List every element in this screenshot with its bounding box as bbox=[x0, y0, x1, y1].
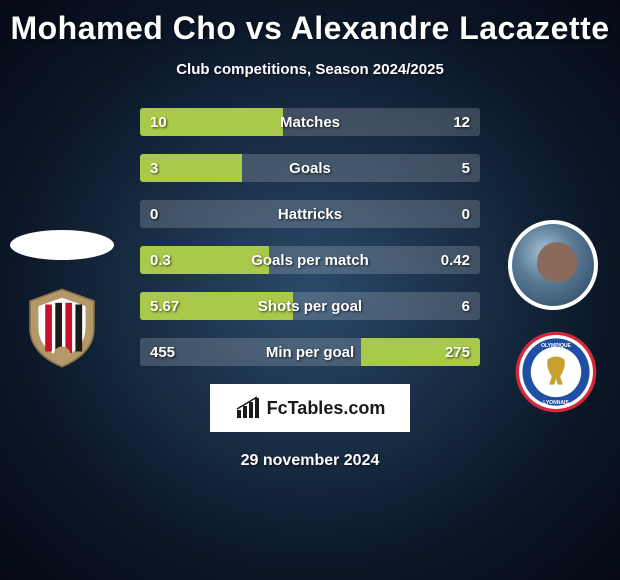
bar-row-gpm: 0.3 Goals per match 0.42 bbox=[140, 246, 480, 274]
svg-text:OLYMPIQUE: OLYMPIQUE bbox=[541, 343, 571, 349]
comparison-bars: 10 Matches 12 3 Goals 5 0 Hattricks 0 0.… bbox=[140, 108, 480, 366]
bar-value-right: 6 bbox=[462, 298, 470, 315]
bar-row-hattricks: 0 Hattricks 0 bbox=[140, 200, 480, 228]
player-right-photo bbox=[508, 220, 598, 310]
bar-value-left: 3 bbox=[150, 160, 158, 177]
club-crest-right: OLYMPIQUE LYONNAIS bbox=[514, 330, 598, 414]
bar-value-right: 0.42 bbox=[441, 252, 470, 269]
branding-box: FcTables.com bbox=[210, 384, 410, 432]
bar-label: Goals bbox=[289, 160, 331, 177]
bar-value-right: 12 bbox=[453, 114, 470, 131]
bar-value-right: 0 bbox=[462, 206, 470, 223]
bar-value-left: 455 bbox=[150, 344, 175, 361]
bar-label: Goals per match bbox=[251, 252, 369, 269]
bar-row-goals: 3 Goals 5 bbox=[140, 154, 480, 182]
bar-label: Hattricks bbox=[278, 206, 342, 223]
comparison-content: OLYMPIQUE LYONNAIS 10 Matches 12 3 Goals… bbox=[0, 108, 620, 470]
date-text: 29 november 2024 bbox=[0, 452, 620, 470]
bar-value-right: 5 bbox=[462, 160, 470, 177]
player-left-photo bbox=[10, 230, 114, 260]
bar-label: Shots per goal bbox=[258, 298, 362, 315]
branding-text: FcTables.com bbox=[267, 398, 386, 419]
bar-value-right: 275 bbox=[445, 344, 470, 361]
bar-row-spg: 5.67 Shots per goal 6 bbox=[140, 292, 480, 320]
bar-value-left: 10 bbox=[150, 114, 167, 131]
lyon-crest-icon: OLYMPIQUE LYONNAIS bbox=[514, 330, 598, 414]
bar-value-left: 0.3 bbox=[150, 252, 171, 269]
bar-label: Matches bbox=[280, 114, 340, 131]
page-title: Mohamed Cho vs Alexandre Lacazette bbox=[0, 0, 620, 47]
bar-row-mpg: 455 Min per goal 275 bbox=[140, 338, 480, 366]
page-subtitle: Club competitions, Season 2024/2025 bbox=[0, 61, 620, 78]
bar-row-matches: 10 Matches 12 bbox=[140, 108, 480, 136]
nice-crest-icon bbox=[20, 286, 104, 370]
bar-value-left: 0 bbox=[150, 206, 158, 223]
bar-label: Min per goal bbox=[266, 344, 354, 361]
club-crest-left bbox=[20, 286, 104, 370]
svg-text:LYONNAIS: LYONNAIS bbox=[543, 400, 569, 406]
branding-logo-icon bbox=[235, 396, 263, 420]
bar-value-left: 5.67 bbox=[150, 298, 179, 315]
